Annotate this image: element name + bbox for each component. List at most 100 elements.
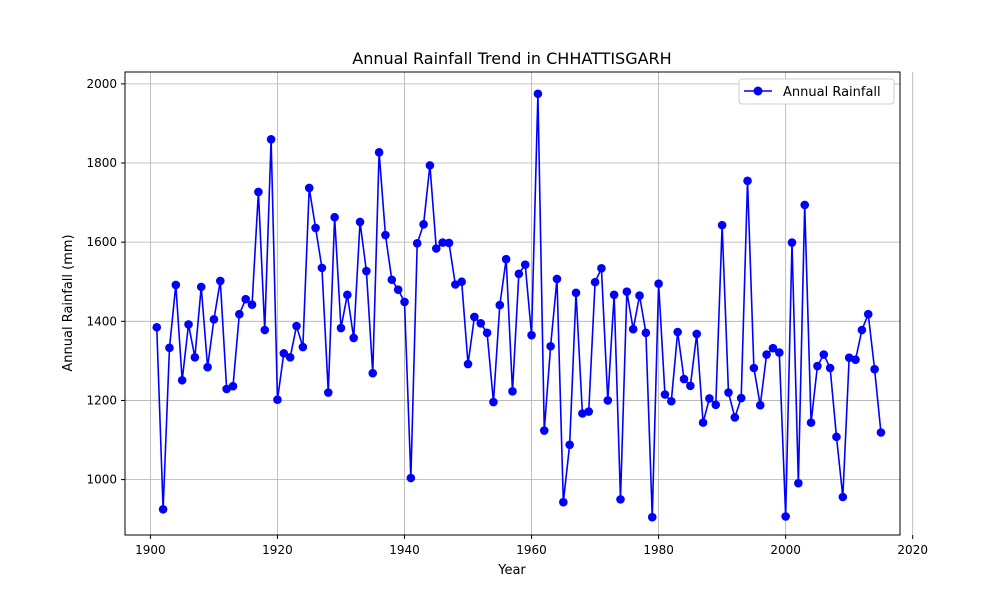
data-point bbox=[215, 276, 225, 286]
data-point bbox=[559, 497, 568, 507]
data-point bbox=[152, 322, 162, 332]
data-point bbox=[762, 350, 771, 359]
y-tick-label: 1000 bbox=[86, 473, 117, 487]
x-tick-label: 1940 bbox=[389, 543, 420, 557]
data-point bbox=[787, 238, 797, 247]
y-tick-label: 1600 bbox=[86, 235, 117, 249]
y-axis-label: Annual Rainfall (mm) bbox=[61, 234, 76, 371]
data-point bbox=[362, 266, 371, 276]
data-point bbox=[247, 300, 257, 309]
data-point bbox=[590, 277, 600, 287]
data-point bbox=[794, 478, 803, 488]
data-point bbox=[628, 324, 638, 334]
chart-title: Annual Rainfall Trend in CHHATTISGARH bbox=[352, 49, 671, 68]
data-point bbox=[158, 504, 168, 514]
data-point bbox=[832, 432, 841, 442]
x-tick-label: 2020 bbox=[897, 543, 928, 557]
data-point bbox=[311, 223, 320, 233]
data-point bbox=[622, 287, 632, 296]
series-layer bbox=[152, 89, 886, 522]
data-point bbox=[711, 400, 721, 410]
data-point bbox=[857, 325, 867, 335]
data-point bbox=[336, 323, 346, 333]
data-point bbox=[381, 230, 390, 240]
x-tick-label: 1980 bbox=[643, 543, 674, 557]
data-point bbox=[616, 495, 625, 504]
data-point bbox=[565, 440, 574, 450]
plot-area-frame bbox=[124, 71, 901, 536]
data-point bbox=[419, 220, 428, 229]
legend: Annual Rainfall bbox=[738, 78, 895, 105]
legend-marker-sample bbox=[753, 86, 763, 96]
data-point bbox=[470, 312, 479, 322]
data-point bbox=[508, 387, 517, 396]
data-point bbox=[654, 279, 663, 289]
data-point bbox=[228, 381, 238, 391]
data-point bbox=[863, 309, 873, 319]
data-point bbox=[196, 282, 206, 292]
data-point bbox=[838, 492, 848, 502]
data-point bbox=[552, 274, 562, 284]
data-point bbox=[603, 396, 613, 405]
data-point bbox=[730, 413, 740, 422]
data-point bbox=[292, 321, 301, 331]
data-point bbox=[393, 285, 403, 294]
data-point bbox=[273, 395, 282, 404]
x-axis-label: Year bbox=[497, 563, 526, 578]
data-point bbox=[317, 263, 327, 273]
data-point bbox=[609, 290, 619, 300]
data-point bbox=[755, 400, 765, 410]
data-point bbox=[647, 512, 657, 522]
data-point bbox=[667, 396, 676, 406]
x-tick-label: 1920 bbox=[262, 543, 293, 557]
data-point bbox=[768, 343, 778, 353]
y-tick-label: 1400 bbox=[86, 314, 117, 328]
data-point bbox=[514, 269, 524, 279]
data-point bbox=[736, 393, 746, 403]
data-point bbox=[203, 362, 212, 372]
data-point bbox=[355, 217, 365, 227]
data-point bbox=[876, 428, 886, 437]
data-point bbox=[457, 277, 466, 287]
data-point bbox=[571, 288, 581, 298]
y-tick-label: 1800 bbox=[86, 156, 117, 170]
data-point bbox=[266, 134, 276, 144]
data-point bbox=[806, 418, 816, 427]
data-point bbox=[190, 353, 200, 362]
y-axis-ticks: 1000 1200 1400 1600 1800 2000 bbox=[86, 77, 125, 487]
data-point bbox=[819, 350, 829, 359]
data-point bbox=[546, 341, 555, 351]
data-point bbox=[705, 394, 714, 403]
y-tick-label: 2000 bbox=[86, 77, 117, 91]
data-point bbox=[438, 238, 447, 247]
data-point bbox=[698, 418, 708, 427]
data-point bbox=[539, 426, 549, 435]
data-point bbox=[673, 327, 682, 337]
data-point bbox=[304, 183, 314, 193]
data-point bbox=[813, 361, 822, 371]
data-point bbox=[330, 212, 339, 222]
data-point bbox=[825, 363, 835, 373]
data-point bbox=[349, 333, 358, 343]
data-point bbox=[781, 512, 790, 521]
data-point bbox=[343, 290, 352, 300]
data-point bbox=[241, 294, 250, 304]
data-point bbox=[495, 300, 505, 310]
data-point bbox=[851, 355, 860, 364]
data-point bbox=[165, 343, 174, 353]
data-point bbox=[323, 388, 333, 397]
data-point bbox=[635, 291, 644, 300]
data-point bbox=[425, 161, 435, 170]
data-point bbox=[260, 325, 270, 335]
legend-label: Annual Rainfall bbox=[783, 85, 881, 100]
data-point bbox=[171, 280, 181, 290]
x-tick-label: 2000 bbox=[770, 543, 801, 557]
data-point bbox=[584, 407, 594, 416]
data-point bbox=[387, 275, 397, 285]
y-tick-label: 1200 bbox=[86, 393, 117, 407]
data-point bbox=[444, 238, 454, 248]
x-tick-label: 1960 bbox=[516, 543, 547, 557]
data-point bbox=[285, 353, 295, 362]
data-point bbox=[692, 329, 702, 339]
